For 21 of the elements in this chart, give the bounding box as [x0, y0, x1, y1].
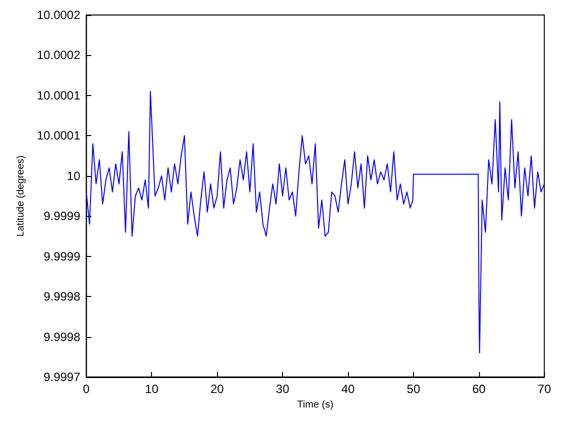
y-tick-label: 10.0001 — [36, 88, 81, 102]
y-tick-label: 9.9999 — [44, 209, 81, 224]
y-tick-label: 9.9998 — [44, 290, 81, 304]
y-tick-label: 9.9997 — [44, 370, 81, 384]
x-tick-label: 70 — [538, 382, 552, 396]
x-tick-label: 60 — [472, 382, 486, 396]
y-tick-label: 9.9999 — [44, 249, 81, 264]
x-tick-label: 0 — [82, 382, 90, 396]
x-axis-title: Time (s) — [297, 399, 334, 410]
x-tick-label: 20 — [210, 382, 224, 396]
x-tick-label: 30 — [276, 382, 290, 396]
y-tick-label: 10.0002 — [36, 8, 81, 22]
y-tick-label: 9.9998 — [44, 330, 81, 344]
y-axis-title: Latitude (degrees) — [16, 155, 26, 237]
x-tick-label: 50 — [406, 382, 420, 396]
x-tick-label: 10 — [145, 382, 159, 396]
x-tick-label: 40 — [341, 382, 356, 396]
y-tick-label: 10 — [66, 168, 81, 183]
y-tick-label: 10.0002 — [36, 48, 81, 62]
line-series — [86, 90, 545, 354]
y-tick-label: 10.0001 — [36, 128, 81, 143]
